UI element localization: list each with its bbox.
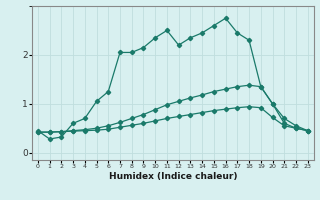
X-axis label: Humidex (Indice chaleur): Humidex (Indice chaleur): [108, 172, 237, 181]
